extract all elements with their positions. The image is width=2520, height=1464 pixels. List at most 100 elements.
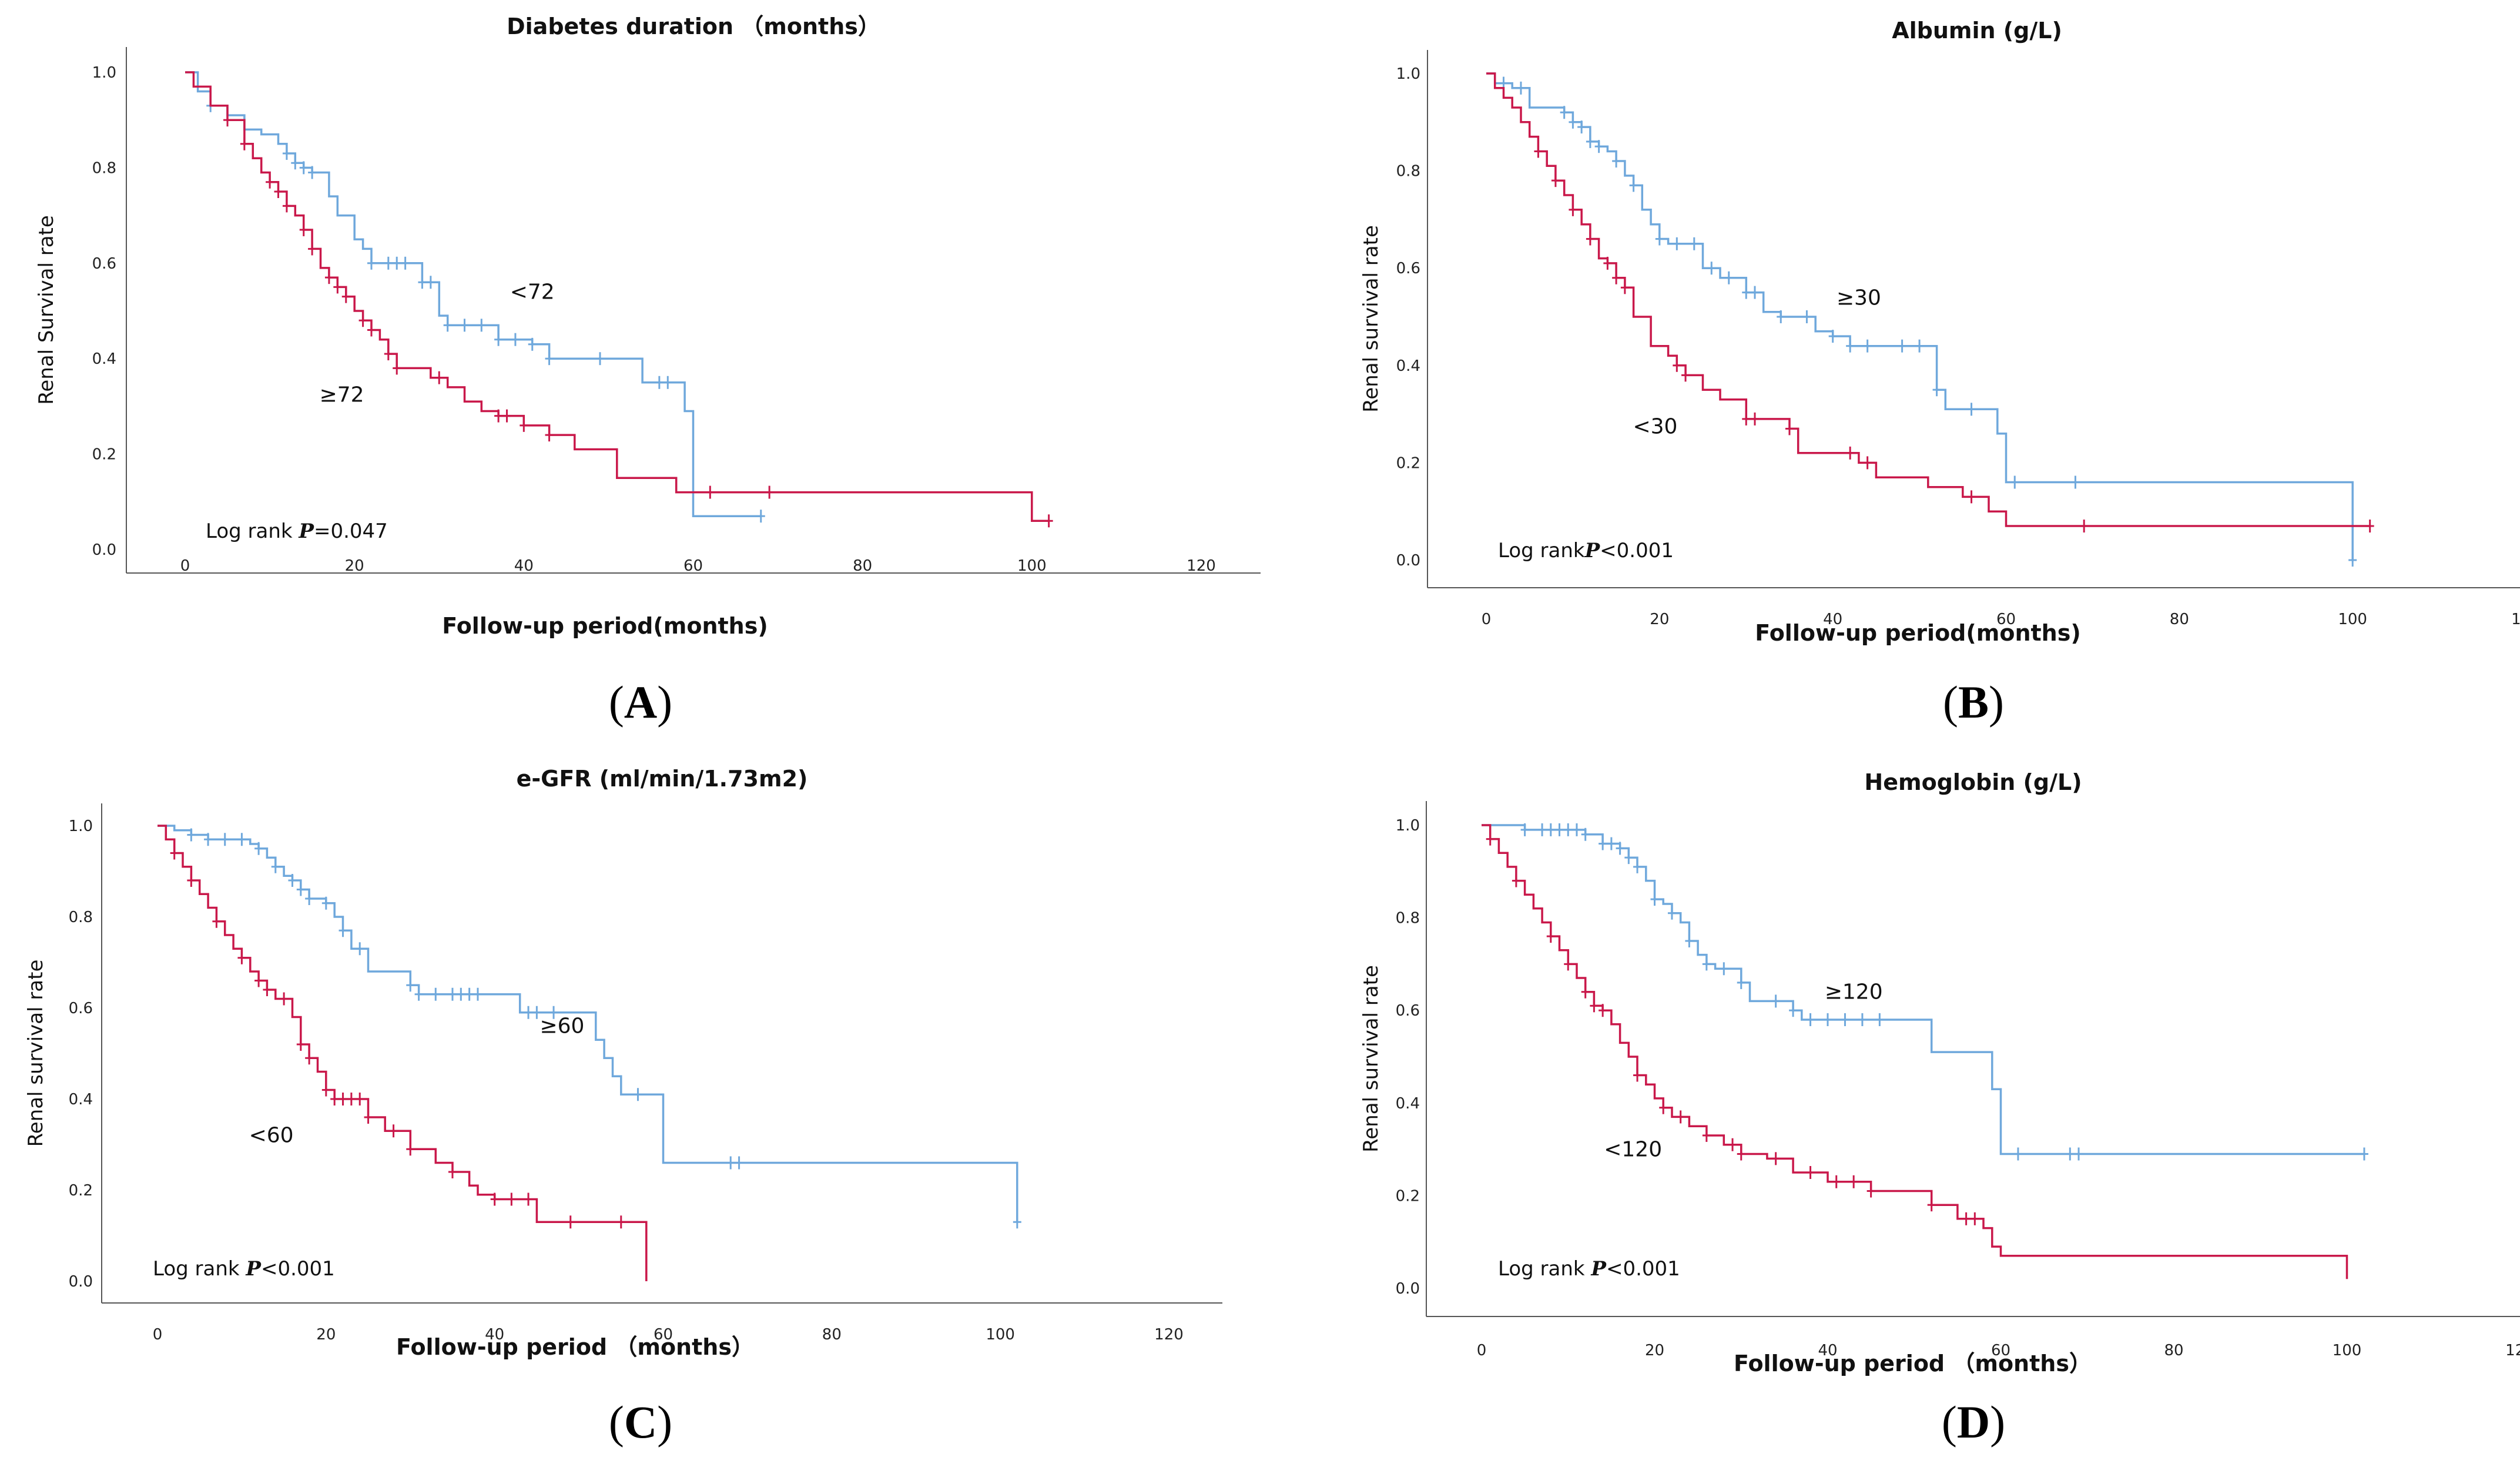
p-symbol: P bbox=[1584, 539, 1601, 562]
p-value: <0.001 bbox=[1606, 1257, 1680, 1281]
y-tick-label: 0.4 bbox=[1396, 357, 1420, 375]
x-tick-label: 80 bbox=[853, 557, 872, 575]
y-tick-label: 0.4 bbox=[1396, 1095, 1420, 1113]
x-tick-label: 100 bbox=[2333, 1342, 2362, 1359]
y-tick-label: 0.0 bbox=[1396, 552, 1420, 569]
y-tick-label: 0.8 bbox=[1396, 163, 1420, 180]
log-rank-prefix: Log rank bbox=[1498, 539, 1585, 562]
x-tick-label: 120 bbox=[2505, 1342, 2520, 1359]
panel-c-letter: (C) bbox=[608, 1396, 673, 1448]
log-rank-annotation: Log rankP<0.001 bbox=[1498, 539, 1674, 562]
y-tick-label: 0.6 bbox=[92, 255, 116, 273]
x-tick-label: 60 bbox=[1991, 1342, 2010, 1359]
x-tick-label: 20 bbox=[316, 1326, 336, 1344]
curve-label: <120 bbox=[1604, 1137, 1662, 1161]
y-tick-label: 1.0 bbox=[92, 64, 116, 82]
chart-title: Hemoglobin (g/L) bbox=[1864, 769, 2082, 795]
curve-label: <60 bbox=[249, 1124, 294, 1148]
panel-a-letter: (A) bbox=[608, 676, 673, 728]
survival-curve-high bbox=[185, 71, 761, 517]
y-axis-title: Renal survival rate bbox=[1359, 225, 1383, 413]
x-tick-label: 40 bbox=[485, 1326, 504, 1344]
x-tick-label: 100 bbox=[1017, 557, 1047, 575]
log-rank-annotation: Log rank P=0.047 bbox=[206, 520, 388, 543]
curve-label: ≥120 bbox=[1825, 980, 1883, 1004]
x-tick-label: 120 bbox=[2511, 611, 2520, 628]
panel-a-chart: Diabetes duration （months） 0 20 40 60 80 100 12… bbox=[35, 14, 1261, 639]
log-rank-prefix: Log rank bbox=[153, 1257, 246, 1281]
y-tick-label: 0.6 bbox=[69, 1000, 93, 1017]
x-tick-label: 120 bbox=[1154, 1326, 1184, 1344]
x-axis-title: Follow-up period(months) bbox=[1755, 620, 2080, 646]
x-tick-label: 0 bbox=[1482, 611, 1492, 628]
y-tick-label: 0.2 bbox=[1396, 454, 1420, 472]
curve-label: ≥30 bbox=[1837, 286, 1881, 310]
survival-curve-high bbox=[1486, 72, 2354, 560]
log-rank-annotation: Log rank P<0.001 bbox=[153, 1257, 335, 1281]
y-tick-label: 0.2 bbox=[92, 446, 116, 464]
y-tick-label: 0.6 bbox=[1396, 1002, 1420, 1020]
y-tick-label: 0.6 bbox=[1396, 260, 1420, 277]
x-axis-title: Follow-up period （months） bbox=[1734, 1351, 2092, 1376]
panel-b-chart: Albumin (g/L) 0 20 40 60 80 100 120 0.0 0.2 0.4 0.6… bbox=[1359, 18, 2520, 646]
survival-curve-low bbox=[158, 825, 648, 1281]
x-tick-label: 80 bbox=[2170, 611, 2189, 628]
x-tick-label: 60 bbox=[683, 557, 703, 575]
x-tick-label: 40 bbox=[1823, 611, 1842, 628]
y-tick-label: 0.4 bbox=[92, 350, 116, 368]
curve-label: <30 bbox=[1633, 415, 1677, 439]
y-tick-label: 0.8 bbox=[92, 159, 116, 177]
y-tick-label: 1.0 bbox=[69, 818, 93, 835]
x-tick-label: 100 bbox=[2338, 611, 2367, 628]
x-tick-label: 60 bbox=[654, 1326, 673, 1344]
x-tick-label: 80 bbox=[822, 1326, 842, 1344]
panel-d-letter: (D) bbox=[1941, 1396, 2006, 1448]
survival-curve-low bbox=[1486, 72, 2370, 527]
panel-c-chart: e-GFR (ml/min/1.73m2) 0 20 40 60 80 100 120 0.0 0… bbox=[24, 766, 1222, 1360]
survival-curve-high bbox=[158, 825, 1018, 1222]
y-tick-label: 0.2 bbox=[1396, 1187, 1420, 1205]
survival-curve-low bbox=[1482, 824, 2348, 1279]
y-tick-label: 0.2 bbox=[69, 1182, 93, 1200]
p-value: =0.047 bbox=[314, 520, 388, 543]
x-tick-label: 40 bbox=[514, 557, 534, 575]
y-axis-title: Renal Survival rate bbox=[35, 215, 58, 405]
p-symbol: P bbox=[245, 1257, 262, 1281]
y-tick-label: 0.0 bbox=[69, 1273, 93, 1291]
y-tick-label: 0.0 bbox=[1396, 1280, 1420, 1298]
log-rank-prefix: Log rank bbox=[206, 520, 299, 543]
p-value: <0.001 bbox=[1600, 539, 1674, 562]
p-symbol: P bbox=[298, 520, 314, 543]
curve-label: <72 bbox=[510, 280, 555, 304]
chart-title: e-GFR (ml/min/1.73m2) bbox=[517, 766, 808, 792]
x-tick-label: 20 bbox=[345, 557, 364, 575]
y-tick-label: 1.0 bbox=[1396, 817, 1420, 835]
x-tick-label: 60 bbox=[1996, 611, 2016, 628]
x-tick-label: 0 bbox=[153, 1326, 163, 1344]
curve-label: ≥60 bbox=[539, 1014, 584, 1038]
x-tick-label: 120 bbox=[1187, 557, 1216, 575]
panel-d-chart: Hemoglobin (g/L) 0 20 40 60 80 100 120 0.0 0.2 0.4… bbox=[1359, 769, 2520, 1376]
x-tick-label: 100 bbox=[986, 1326, 1015, 1344]
y-axis-title: Renal survival rate bbox=[24, 960, 48, 1147]
panel-b-letter: (B) bbox=[1943, 676, 2004, 728]
y-tick-label: 0.4 bbox=[69, 1091, 93, 1108]
chart-title: Albumin (g/L) bbox=[1892, 18, 2062, 43]
survival-curve-low bbox=[185, 71, 1049, 522]
p-value: <0.001 bbox=[261, 1257, 335, 1281]
x-tick-label: 20 bbox=[1650, 611, 1669, 628]
log-rank-annotation: Log rank P<0.001 bbox=[1498, 1257, 1680, 1281]
x-tick-label: 80 bbox=[2164, 1342, 2183, 1359]
x-tick-label: 20 bbox=[1645, 1342, 1664, 1359]
y-axis-title: Renal survival rate bbox=[1359, 965, 1383, 1153]
y-tick-label: 0.0 bbox=[92, 541, 116, 559]
chart-title: Diabetes duration （months） bbox=[507, 14, 880, 39]
p-symbol: P bbox=[1590, 1257, 1607, 1281]
x-tick-label: 40 bbox=[1818, 1342, 1837, 1359]
y-tick-label: 0.8 bbox=[1396, 910, 1420, 927]
x-tick-label: 0 bbox=[1477, 1342, 1487, 1359]
survival-curve-high bbox=[1482, 824, 2364, 1155]
x-tick-label: 0 bbox=[180, 557, 190, 575]
log-rank-prefix: Log rank bbox=[1498, 1257, 1591, 1281]
